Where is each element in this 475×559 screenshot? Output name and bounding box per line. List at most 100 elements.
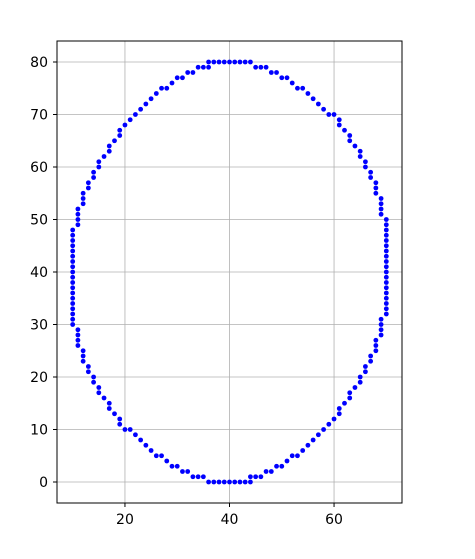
data-point — [80, 358, 86, 364]
data-point — [326, 421, 332, 427]
data-point — [352, 385, 358, 390]
data-point — [138, 437, 144, 443]
data-point — [206, 479, 211, 485]
data-point — [383, 274, 389, 280]
data-point — [289, 453, 295, 459]
data-point — [80, 201, 86, 207]
data-point — [153, 453, 159, 459]
data-point — [336, 406, 342, 411]
data-point — [347, 390, 353, 396]
data-point — [75, 206, 81, 212]
data-point — [190, 474, 196, 480]
data-point — [70, 301, 76, 306]
data-point — [227, 479, 232, 485]
data-point — [80, 190, 86, 196]
data-point — [75, 343, 81, 348]
data-point — [122, 427, 128, 432]
data-point — [274, 70, 279, 75]
data-point — [75, 222, 81, 228]
data-point — [315, 101, 321, 107]
data-point — [263, 469, 269, 474]
data-point — [248, 59, 253, 65]
data-point — [127, 117, 133, 123]
data-point — [70, 311, 76, 317]
data-point — [195, 474, 201, 480]
data-point — [232, 479, 238, 485]
data-point — [106, 406, 112, 411]
data-point — [253, 64, 259, 70]
data-point — [378, 201, 384, 207]
data-point — [75, 327, 81, 333]
data-point — [253, 474, 259, 480]
data-point — [336, 411, 342, 417]
data-point — [91, 374, 96, 380]
data-point — [321, 106, 326, 112]
data-point — [159, 453, 164, 459]
data-point — [96, 159, 102, 165]
y-tick-label: 50 — [30, 213, 48, 229]
data-point — [258, 64, 264, 70]
y-tick-label: 40 — [30, 265, 48, 281]
x-tick-label: 40 — [221, 512, 239, 528]
data-point — [383, 227, 389, 233]
data-point — [331, 416, 337, 422]
x-axis: 20 40 60 — [116, 503, 343, 528]
data-point — [70, 316, 76, 322]
data-point — [185, 469, 191, 474]
data-point — [117, 416, 123, 422]
data-point — [284, 458, 290, 464]
data-point — [70, 322, 76, 327]
data-point — [315, 432, 321, 438]
x-tick-label: 60 — [325, 512, 343, 528]
data-point — [190, 70, 196, 75]
data-point — [242, 59, 248, 65]
data-point — [70, 238, 76, 243]
data-point — [357, 379, 363, 385]
data-point — [248, 474, 253, 480]
data-point — [96, 390, 102, 396]
data-point — [96, 385, 102, 390]
data-point — [85, 180, 91, 186]
data-point — [378, 206, 384, 212]
data-point — [148, 448, 154, 453]
data-point — [185, 70, 191, 75]
data-point — [180, 75, 185, 81]
data-point — [383, 280, 389, 285]
data-point — [305, 442, 311, 448]
data-point — [363, 364, 368, 369]
data-point — [378, 327, 384, 333]
data-point — [274, 463, 279, 469]
data-point — [106, 148, 112, 154]
data-point — [258, 474, 264, 480]
data-point — [383, 222, 389, 228]
data-point — [164, 458, 170, 464]
data-point — [310, 437, 316, 443]
data-point — [373, 348, 379, 354]
data-point — [305, 91, 311, 96]
data-point — [112, 138, 117, 144]
data-point — [295, 453, 300, 459]
data-point — [70, 248, 76, 254]
data-point — [383, 232, 389, 238]
data-point — [347, 395, 353, 401]
data-point — [200, 64, 206, 70]
data-point — [91, 175, 96, 180]
data-point — [75, 211, 81, 217]
data-point — [180, 469, 185, 474]
data-point — [284, 75, 290, 81]
data-point — [70, 274, 76, 280]
data-point — [70, 253, 76, 259]
data-point — [383, 269, 389, 275]
data-point — [106, 400, 112, 406]
data-point — [383, 264, 389, 270]
data-point — [216, 59, 222, 65]
data-point — [342, 127, 347, 133]
data-point — [169, 463, 175, 469]
data-point — [295, 85, 300, 91]
data-point — [91, 379, 96, 385]
data-point — [242, 479, 248, 485]
data-point — [70, 259, 76, 264]
data-point — [70, 290, 76, 296]
data-point — [174, 463, 180, 469]
